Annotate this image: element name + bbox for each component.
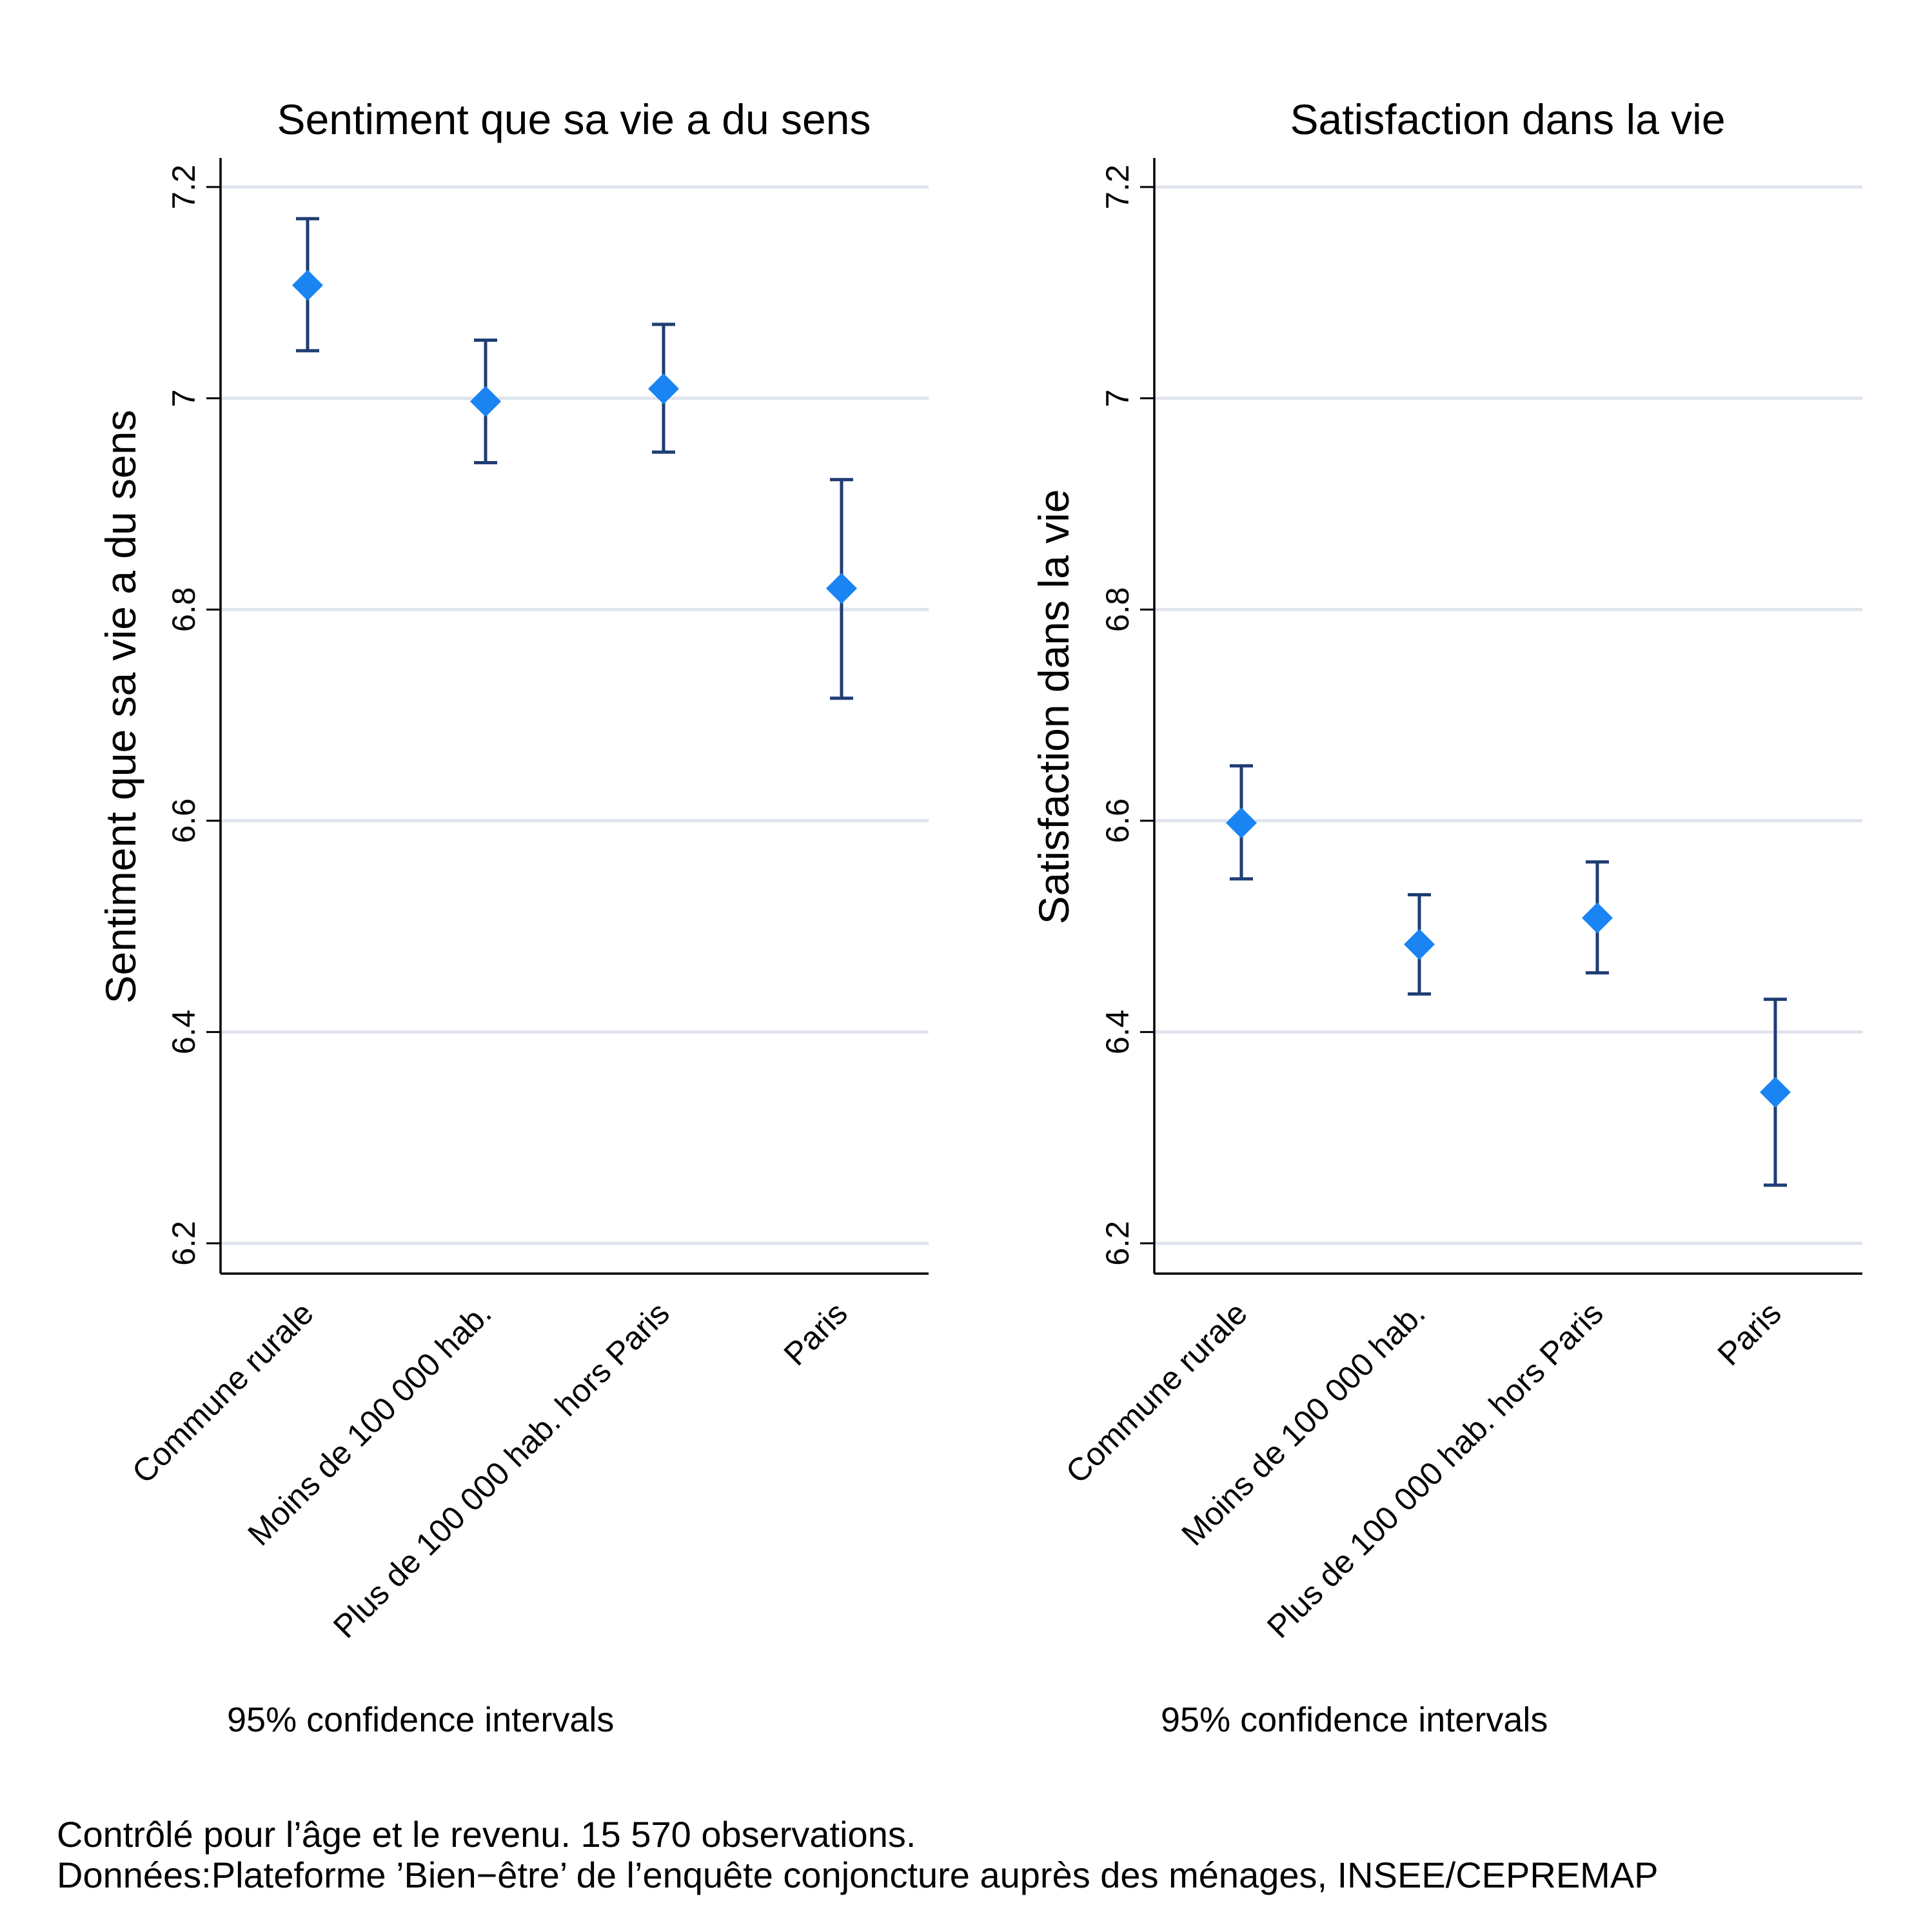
axes — [219, 158, 929, 1275]
y-ticks: 6.2 6.4 6.6 6.8 7 7.2 — [166, 164, 221, 1266]
y-tick-label: 7 — [166, 389, 202, 408]
footnote-source: Données:Plateforme ’Bien−être’ de l’enqu… — [57, 1855, 1659, 1895]
point-marker — [1404, 929, 1435, 960]
panel-title: Satisfaction dans la vie — [1290, 95, 1725, 143]
point-marker — [1760, 1076, 1791, 1108]
axes — [1153, 158, 1862, 1275]
y-tick-label: 6.4 — [166, 1010, 202, 1055]
y-tick-label: 6.2 — [1099, 1221, 1136, 1266]
y-tick-label: 6.4 — [1099, 1010, 1136, 1055]
ci-note: 95% confidence intervals — [227, 1700, 614, 1739]
point-marker — [826, 573, 857, 604]
gridlines — [1154, 185, 1862, 1245]
y-tick-label: 6.8 — [1099, 587, 1136, 632]
y-tick-label: 7.2 — [1099, 164, 1136, 210]
footnote-controls: Contrôlé pour l’âge et le revenu. 15 570… — [57, 1814, 916, 1855]
point-marker — [1582, 902, 1613, 934]
panel-title: Sentiment que sa vie a du sens — [277, 95, 871, 143]
y-axis-title: Satisfaction dans la vie — [1030, 489, 1078, 924]
point-marker — [470, 386, 501, 417]
y-axis-title: Sentiment que sa vie a du sens — [97, 410, 144, 1004]
y-tick-label: 6.8 — [166, 587, 202, 632]
y-tick-label: 6.6 — [1099, 798, 1136, 843]
gridlines — [221, 185, 929, 1245]
data-marks — [292, 217, 857, 700]
y-tick-label: 6.2 — [166, 1221, 202, 1266]
y-tick-label: 7.2 — [166, 164, 202, 210]
point-marker — [1226, 807, 1257, 839]
y-ticks: 6.2 6.4 6.6 6.8 7 7.2 — [1099, 164, 1154, 1266]
data-marks — [1226, 764, 1791, 1187]
y-tick-label: 6.6 — [166, 798, 202, 843]
y-tick-label: 7 — [1099, 389, 1136, 408]
point-marker — [648, 373, 679, 404]
point-marker — [292, 270, 323, 301]
ci-note: 95% confidence intervals — [1161, 1700, 1548, 1739]
